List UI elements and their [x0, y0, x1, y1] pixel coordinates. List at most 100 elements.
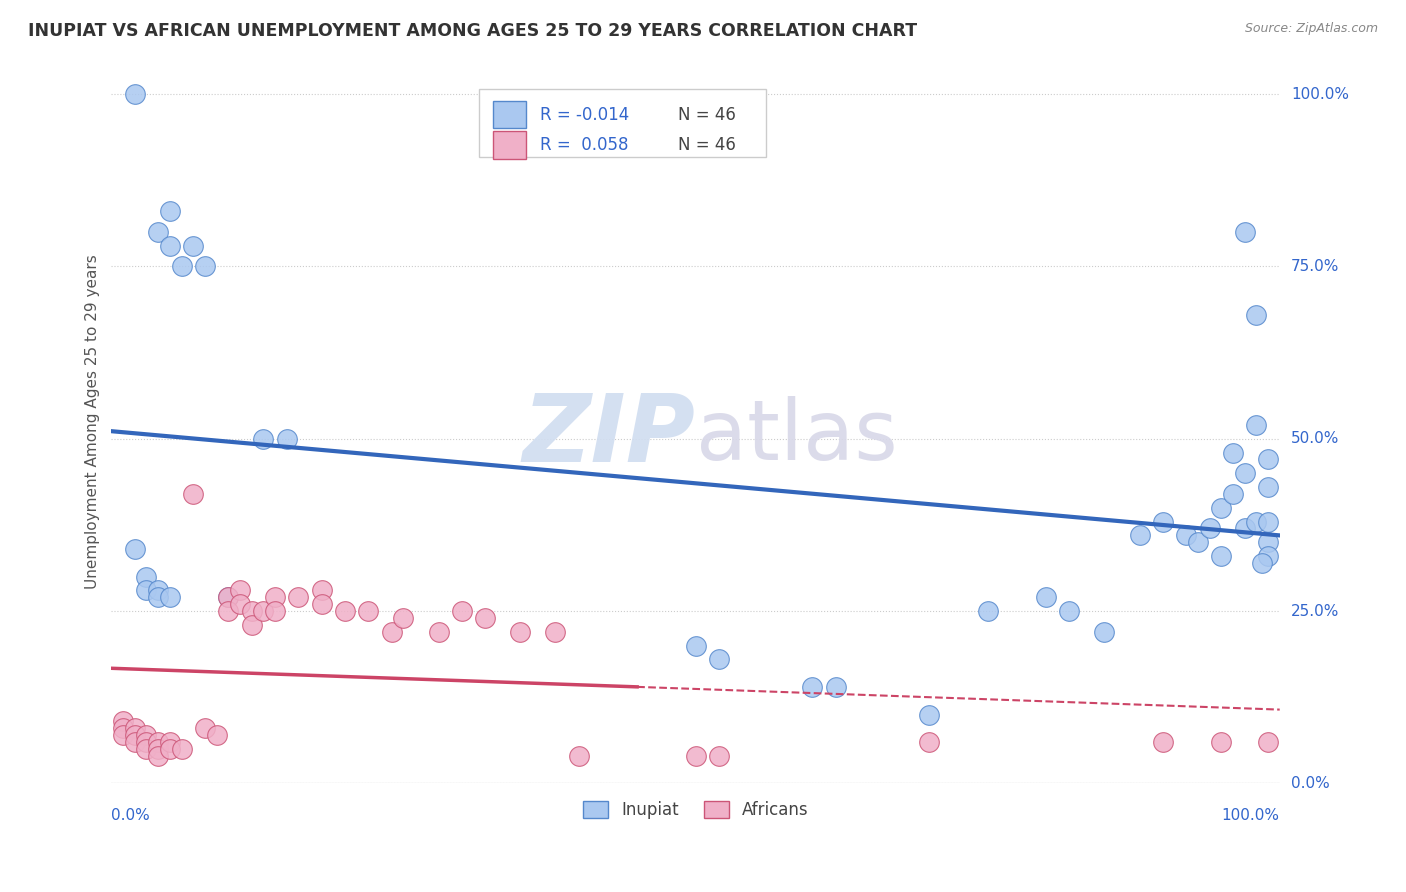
Point — [685, 748, 707, 763]
Point — [146, 225, 169, 239]
Point — [170, 260, 193, 274]
Point — [1222, 487, 1244, 501]
Point — [1246, 515, 1268, 529]
Text: atlas: atlas — [696, 395, 897, 476]
Point — [1222, 445, 1244, 459]
Point — [801, 680, 824, 694]
Point — [1233, 225, 1256, 239]
Point — [1175, 528, 1198, 542]
Point — [1246, 417, 1268, 432]
Point — [181, 487, 204, 501]
Point — [1246, 308, 1268, 322]
Point — [276, 432, 298, 446]
Point — [707, 748, 730, 763]
Point — [112, 728, 135, 742]
Point — [427, 624, 450, 639]
Point — [311, 597, 333, 611]
Text: Source: ZipAtlas.com: Source: ZipAtlas.com — [1244, 22, 1378, 36]
Point — [159, 591, 181, 605]
Point — [1257, 535, 1279, 549]
Point — [333, 604, 356, 618]
Text: 0.0%: 0.0% — [111, 808, 150, 823]
Point — [194, 260, 217, 274]
Point — [1211, 500, 1233, 515]
Point — [1257, 452, 1279, 467]
Point — [918, 735, 941, 749]
Point — [112, 722, 135, 736]
Point — [112, 714, 135, 729]
Point — [287, 591, 309, 605]
Point — [135, 569, 157, 583]
Point — [146, 583, 169, 598]
Point — [124, 728, 146, 742]
Point — [1257, 480, 1279, 494]
Text: INUPIAT VS AFRICAN UNEMPLOYMENT AMONG AGES 25 TO 29 YEARS CORRELATION CHART: INUPIAT VS AFRICAN UNEMPLOYMENT AMONG AG… — [28, 22, 917, 40]
Point — [252, 604, 274, 618]
Point — [229, 583, 252, 598]
Text: 50.0%: 50.0% — [1291, 431, 1339, 446]
Point — [357, 604, 380, 618]
Point — [135, 583, 157, 598]
Point — [146, 748, 169, 763]
Point — [124, 542, 146, 557]
Point — [240, 604, 263, 618]
Point — [194, 722, 217, 736]
Point — [135, 728, 157, 742]
FancyBboxPatch shape — [479, 88, 766, 157]
Point — [1257, 515, 1279, 529]
Point — [707, 652, 730, 666]
Y-axis label: Unemployment Among Ages 25 to 29 years: Unemployment Among Ages 25 to 29 years — [86, 254, 100, 589]
Point — [1128, 528, 1150, 542]
Point — [264, 591, 287, 605]
Point — [976, 604, 998, 618]
Point — [217, 591, 239, 605]
Text: R = -0.014: R = -0.014 — [540, 105, 630, 124]
Point — [1257, 735, 1279, 749]
Point — [135, 742, 157, 756]
Point — [1257, 549, 1279, 563]
Point — [1211, 549, 1233, 563]
Text: 0.0%: 0.0% — [1291, 776, 1330, 791]
Point — [918, 707, 941, 722]
Point — [311, 583, 333, 598]
Point — [159, 735, 181, 749]
Point — [1198, 521, 1220, 535]
Point — [124, 87, 146, 101]
Point — [159, 238, 181, 252]
Point — [159, 204, 181, 219]
Point — [392, 611, 415, 625]
Point — [381, 624, 404, 639]
Point — [1152, 515, 1174, 529]
Text: N = 46: N = 46 — [678, 136, 735, 154]
Point — [217, 591, 239, 605]
Point — [1233, 521, 1256, 535]
Point — [159, 742, 181, 756]
Text: ZIP: ZIP — [523, 390, 696, 482]
Point — [135, 735, 157, 749]
Text: 100.0%: 100.0% — [1222, 808, 1279, 823]
FancyBboxPatch shape — [494, 131, 526, 159]
Text: R =  0.058: R = 0.058 — [540, 136, 628, 154]
Point — [1211, 735, 1233, 749]
Point — [170, 742, 193, 756]
Point — [124, 735, 146, 749]
Point — [685, 639, 707, 653]
Point — [1233, 467, 1256, 481]
Point — [252, 432, 274, 446]
Text: N = 46: N = 46 — [678, 105, 735, 124]
Point — [1035, 591, 1057, 605]
Point — [1251, 556, 1274, 570]
Text: 25.0%: 25.0% — [1291, 604, 1339, 619]
Point — [1059, 604, 1081, 618]
Legend: Inupiat, Africans: Inupiat, Africans — [576, 794, 815, 826]
Point — [124, 722, 146, 736]
Point — [509, 624, 531, 639]
Point — [229, 597, 252, 611]
Point — [544, 624, 567, 639]
Point — [451, 604, 474, 618]
Point — [474, 611, 496, 625]
Point — [1094, 624, 1116, 639]
Point — [824, 680, 846, 694]
Text: 75.0%: 75.0% — [1291, 259, 1339, 274]
Text: 100.0%: 100.0% — [1291, 87, 1348, 102]
